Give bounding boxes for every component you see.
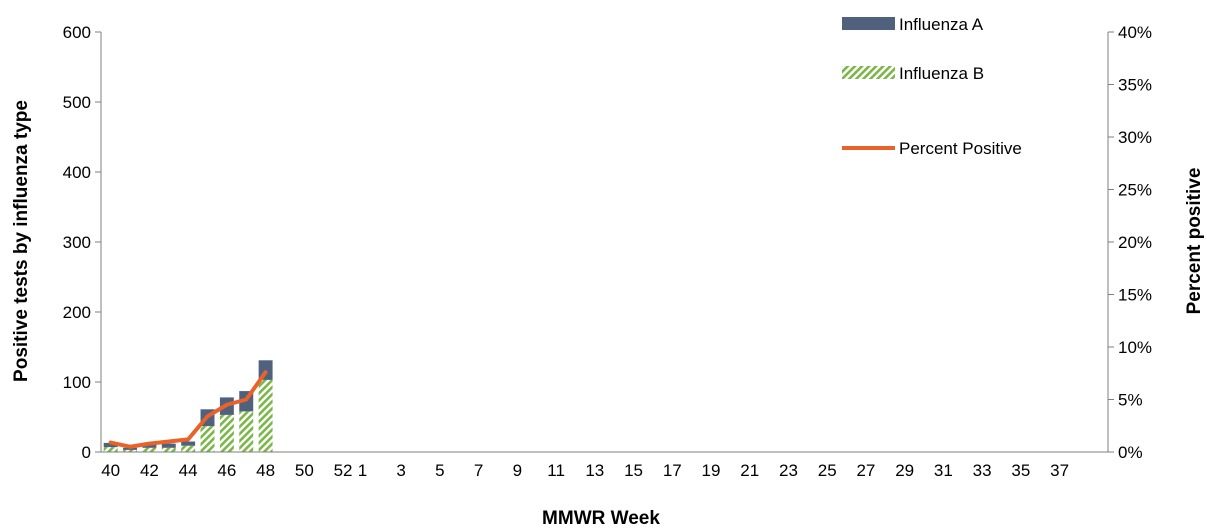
legend: Influenza A Influenza B Percent Positive <box>842 15 1022 158</box>
legend-item-influenza-b: Influenza B <box>842 64 984 83</box>
y-tick-label: 400 <box>63 163 91 182</box>
y2-axis-label: Percent positive <box>1184 168 1205 315</box>
x-tick-label: 13 <box>585 461 604 480</box>
legend-label-percent-positive: Percent Positive <box>899 139 1022 158</box>
x-tick-label: 48 <box>256 461 275 480</box>
y-axis-label: Positive tests by influenza type <box>11 100 32 382</box>
y2-tick-label: 0% <box>1118 443 1143 462</box>
y2-tick-label: 20% <box>1118 233 1152 252</box>
legend-swatch-influenza-b <box>842 66 895 79</box>
bar-influenza-b <box>239 411 254 452</box>
x-tick-label: 29 <box>895 461 914 480</box>
y2-tick-label: 10% <box>1118 338 1152 357</box>
y2-tick-label: 25% <box>1118 181 1152 200</box>
x-tick-label: 11 <box>547 461 565 480</box>
percent-positive-line <box>108 370 268 449</box>
y-tick-label: 300 <box>63 233 91 252</box>
y-axis-ticks: 0 100 200 300 400 500 600 <box>63 23 101 462</box>
y-tick-label: 500 <box>63 93 91 112</box>
legend-item-influenza-a: Influenza A <box>842 15 984 34</box>
bar-influenza-a <box>123 447 138 450</box>
legend-swatch-influenza-a <box>842 17 895 30</box>
y2-tick-label: 15% <box>1118 286 1152 305</box>
x-tick-label: 3 <box>396 461 405 480</box>
y-tick-label: 200 <box>63 303 91 322</box>
bar-influenza-b <box>103 447 118 452</box>
y2-axis-ticks: 0% 5% 10% 15% 20% 25% 30% 35% 40% <box>1108 23 1152 462</box>
bar-influenza-a <box>181 441 196 446</box>
x-tick-label: 17 <box>663 461 682 480</box>
x-tick-label: 42 <box>140 461 159 480</box>
x-tick-label: 46 <box>217 461 236 480</box>
bar-influenza-b <box>181 445 196 452</box>
bar-influenza-b <box>142 447 157 452</box>
y2-tick-label: 5% <box>1118 391 1143 410</box>
x-tick-label: 35 <box>1011 461 1030 480</box>
x-tick-label: 37 <box>1050 461 1069 480</box>
bar-influenza-a <box>161 443 176 448</box>
x-tick-label: 5 <box>435 461 444 480</box>
x-tick-label: 44 <box>179 461 198 480</box>
y-tick-label: 0 <box>82 443 91 462</box>
y2-tick-label: 35% <box>1118 76 1152 95</box>
x-tick-label: 31 <box>934 461 953 480</box>
x-tick-label: 23 <box>779 461 798 480</box>
x-tick-label: 33 <box>973 461 992 480</box>
x-tick-label: 19 <box>702 461 721 480</box>
y-tick-label: 600 <box>63 23 91 42</box>
legend-item-percent-positive: Percent Positive <box>842 139 1022 158</box>
y2-tick-label: 30% <box>1118 128 1152 147</box>
x-tick-label: 15 <box>624 461 643 480</box>
x-tick-label: 27 <box>856 461 875 480</box>
bar-influenza-b <box>161 447 176 452</box>
x-tick-label: 1 <box>358 461 367 480</box>
bar-influenza-b <box>258 379 273 452</box>
x-tick-label: 21 <box>740 461 759 480</box>
legend-label-influenza-a: Influenza A <box>899 15 984 34</box>
x-tick-label: 40 <box>101 461 120 480</box>
bar-influenza-b <box>123 449 138 452</box>
y2-tick-label: 40% <box>1118 23 1152 42</box>
x-tick-label: 9 <box>513 461 522 480</box>
x-tick-label: 50 <box>295 461 314 480</box>
x-tick-label: 25 <box>818 461 837 480</box>
bar-influenza-a <box>103 442 118 448</box>
x-tick-label: 52 <box>334 461 353 480</box>
x-axis-ticks: 40 42 44 46 48 50 52 1 3 5 7 9 11 13 15 17 19 21 23 25 27 29 3… <box>101 461 1069 480</box>
legend-label-influenza-b: Influenza B <box>899 64 984 83</box>
bar-influenza-b <box>219 414 234 452</box>
x-axis-label: MMWR Week <box>542 508 660 529</box>
bar-influenza-a <box>142 443 157 448</box>
y-tick-label: 100 <box>63 373 91 392</box>
percent-positive-line-layer <box>108 370 268 449</box>
bar-influenza-b <box>200 426 215 452</box>
x-tick-label: 7 <box>474 461 483 480</box>
